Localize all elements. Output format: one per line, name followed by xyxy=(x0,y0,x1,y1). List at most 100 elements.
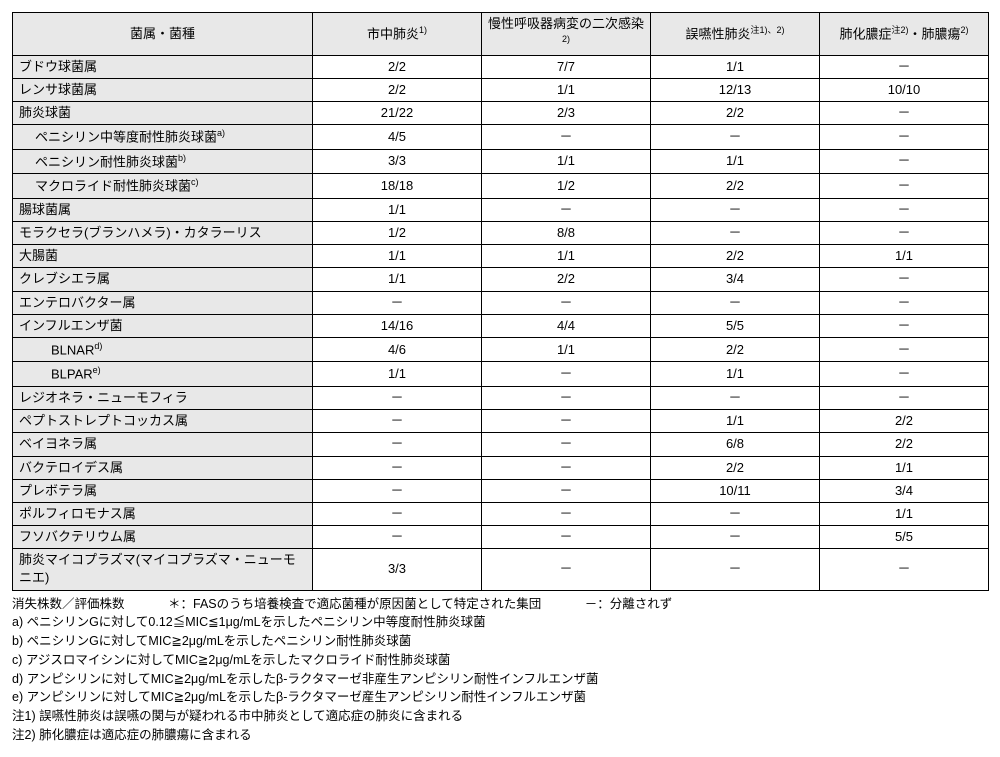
data-cell: － xyxy=(820,55,989,78)
data-cell: 1/1 xyxy=(651,362,820,387)
row-label: インフルエンザ菌 xyxy=(13,314,313,337)
data-cell: － xyxy=(820,268,989,291)
table-row: 大腸菌1/11/12/21/1 xyxy=(13,245,989,268)
data-cell: 2/2 xyxy=(313,78,482,101)
table-row: ペプトストレプトコッカス属－－1/12/2 xyxy=(13,410,989,433)
data-cell: － xyxy=(651,222,820,245)
column-header: 慢性呼吸器病変の二次感染2) xyxy=(482,13,651,56)
row-label: ペニシリン中等度耐性肺炎球菌a) xyxy=(13,125,313,150)
table-row: モラクセラ(ブランハメラ)・カタラーリス1/28/8－－ xyxy=(13,222,989,245)
row-label: ペプトストレプトコッカス属 xyxy=(13,410,313,433)
data-cell: 5/5 xyxy=(651,314,820,337)
efficacy-table: 菌属・菌種市中肺炎1)慢性呼吸器病変の二次感染2)誤嚥性肺炎注1)、2)肺化膿症… xyxy=(12,12,989,591)
table-body: ブドウ球菌属2/27/71/1－レンサ球菌属2/21/112/1310/10肺炎… xyxy=(13,55,989,590)
data-cell: － xyxy=(482,125,651,150)
data-cell: － xyxy=(820,386,989,409)
row-label: ペニシリン耐性肺炎球菌b) xyxy=(13,149,313,174)
table-row: マクロライド耐性肺炎球菌c)18/181/22/2－ xyxy=(13,174,989,199)
row-label: モラクセラ(ブランハメラ)・カタラーリス xyxy=(13,222,313,245)
table-row: プレボテラ属－－10/113/4 xyxy=(13,479,989,502)
data-cell: － xyxy=(820,102,989,125)
row-label: レンサ球菌属 xyxy=(13,78,313,101)
data-cell: 1/1 xyxy=(313,268,482,291)
data-cell: 1/1 xyxy=(820,245,989,268)
row-label: ブドウ球菌属 xyxy=(13,55,313,78)
data-cell: 1/1 xyxy=(313,362,482,387)
data-cell: 18/18 xyxy=(313,174,482,199)
data-cell: － xyxy=(313,410,482,433)
table-row: ブドウ球菌属2/27/71/1－ xyxy=(13,55,989,78)
data-cell: 2/2 xyxy=(651,456,820,479)
data-cell: － xyxy=(482,386,651,409)
data-cell: 2/2 xyxy=(651,245,820,268)
data-cell: 10/10 xyxy=(820,78,989,101)
data-cell: 4/4 xyxy=(482,314,651,337)
data-cell: 21/22 xyxy=(313,102,482,125)
data-cell: 5/5 xyxy=(820,526,989,549)
footnote-e: e) アンピシリンに対してMIC≧2μg/mLを示したβ-ラクタマーゼ産生アンピ… xyxy=(12,688,988,707)
column-header: 菌属・菌種 xyxy=(13,13,313,56)
data-cell: 10/11 xyxy=(651,479,820,502)
table-row: エンテロバクター属－－－－ xyxy=(13,291,989,314)
row-label: レジオネラ・ニューモフィラ xyxy=(13,386,313,409)
data-cell: － xyxy=(820,149,989,174)
table-row: レンサ球菌属2/21/112/1310/10 xyxy=(13,78,989,101)
table-row: ペニシリン中等度耐性肺炎球菌a)4/5－－－ xyxy=(13,125,989,150)
data-cell: － xyxy=(651,502,820,525)
footnote-c: c) アジスロマイシンに対してMIC≧2μg/mLを示したマクロライド耐性肺炎球… xyxy=(12,651,988,670)
row-label: 肺炎マイコプラズマ(マイコプラズマ・ニューモニエ) xyxy=(13,549,313,590)
table-header-row: 菌属・菌種市中肺炎1)慢性呼吸器病変の二次感染2)誤嚥性肺炎注1)、2)肺化膿症… xyxy=(13,13,989,56)
data-cell: 1/1 xyxy=(651,149,820,174)
table-row: ペニシリン耐性肺炎球菌b)3/31/11/1－ xyxy=(13,149,989,174)
column-header: 肺化膿症注2)・肺膿瘍2) xyxy=(820,13,989,56)
table-row: 腸球菌属1/1－－－ xyxy=(13,198,989,221)
data-cell: － xyxy=(651,526,820,549)
data-cell: 1/1 xyxy=(313,198,482,221)
data-cell: － xyxy=(820,291,989,314)
data-cell: 6/8 xyxy=(651,433,820,456)
data-cell: 1/1 xyxy=(651,55,820,78)
data-cell: － xyxy=(820,314,989,337)
row-label: マクロライド耐性肺炎球菌c) xyxy=(13,174,313,199)
table-row: ベイヨネラ属－－6/82/2 xyxy=(13,433,989,456)
data-cell: － xyxy=(482,362,651,387)
data-cell: 1/1 xyxy=(482,245,651,268)
data-cell: 1/1 xyxy=(482,78,651,101)
data-cell: 1/2 xyxy=(482,174,651,199)
footnote-d: d) アンピシリンに対してMIC≧2μg/mLを示したβ-ラクタマーゼ非産生アン… xyxy=(12,670,988,689)
row-label: 腸球菌属 xyxy=(13,198,313,221)
data-cell: 1/1 xyxy=(651,410,820,433)
data-cell: － xyxy=(313,456,482,479)
footnote-b: b) ペニシリンGに対してMIC≧2μg/mLを示したペニシリン耐性肺炎球菌 xyxy=(12,632,988,651)
data-cell: 1/1 xyxy=(482,337,651,362)
column-header: 誤嚥性肺炎注1)、2) xyxy=(651,13,820,56)
footnote-legend-asterisk: ＊：FASのうち培養検査で適応菌種が原因菌として特定された集団 xyxy=(168,595,541,614)
table-row: 肺炎マイコプラズマ(マイコプラズマ・ニューモニエ)3/3－－－ xyxy=(13,549,989,590)
table-row: フソバクテリウム属－－－5/5 xyxy=(13,526,989,549)
table-row: レジオネラ・ニューモフィラ－－－－ xyxy=(13,386,989,409)
data-cell: － xyxy=(651,198,820,221)
table-row: ポルフィロモナス属－－－1/1 xyxy=(13,502,989,525)
data-cell: 2/2 xyxy=(651,174,820,199)
data-cell: － xyxy=(482,549,651,590)
footnote-n1: 注1) 誤嚥性肺炎は誤嚥の関与が疑われる市中肺炎として適応症の肺炎に含まれる xyxy=(12,707,988,726)
data-cell: － xyxy=(820,174,989,199)
column-header: 市中肺炎1) xyxy=(313,13,482,56)
data-cell: 8/8 xyxy=(482,222,651,245)
data-cell: － xyxy=(313,433,482,456)
footnote-legend-dash: －：分離されず xyxy=(585,595,673,614)
data-cell: 2/2 xyxy=(651,337,820,362)
data-cell: － xyxy=(651,125,820,150)
data-cell: 4/6 xyxy=(313,337,482,362)
data-cell: － xyxy=(482,479,651,502)
table-row: BLPARe)1/1－1/1－ xyxy=(13,362,989,387)
row-label: BLPARe) xyxy=(13,362,313,387)
footnotes: 消失株数／評価株数 ＊：FASのうち培養検査で適応菌種が原因菌として特定された集… xyxy=(12,595,988,745)
row-label: クレブシエラ属 xyxy=(13,268,313,291)
data-cell: 12/13 xyxy=(651,78,820,101)
data-cell: 2/2 xyxy=(820,410,989,433)
data-cell: 2/2 xyxy=(820,433,989,456)
footnote-legend-lost: 消失株数／評価株数 xyxy=(12,595,125,614)
row-label: BLNARd) xyxy=(13,337,313,362)
data-cell: 7/7 xyxy=(482,55,651,78)
